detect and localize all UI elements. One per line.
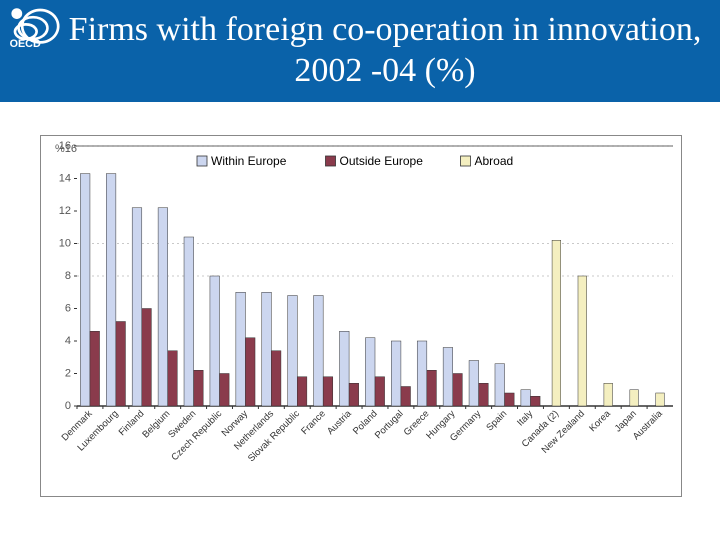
bar-outside-europe — [168, 351, 178, 406]
svg-text:10: 10 — [59, 237, 71, 249]
svg-text:%16: %16 — [55, 143, 77, 155]
bar-within-europe — [158, 208, 168, 406]
bar-within-europe — [391, 341, 401, 406]
bar-within-europe — [417, 341, 427, 406]
svg-text:Within Europe: Within Europe — [211, 154, 287, 168]
category-label: Spain — [484, 408, 509, 433]
bar-within-europe — [521, 390, 531, 406]
svg-text:Abroad: Abroad — [475, 154, 514, 168]
bar-outside-europe — [220, 374, 230, 407]
legend: Within Europe Outside Europe Abroad — [197, 154, 513, 168]
bar-outside-europe — [323, 377, 333, 406]
svg-text:6: 6 — [65, 302, 71, 314]
bar-within-europe — [469, 361, 479, 407]
bar-outside-europe — [142, 309, 152, 407]
bar-abroad — [578, 276, 587, 406]
slide-root: OECD Firms with foreign co-operation in … — [0, 0, 720, 540]
bar-outside-europe — [427, 370, 437, 406]
bar-outside-europe — [245, 338, 255, 406]
bar-within-europe — [339, 331, 349, 406]
bar-outside-europe — [297, 377, 307, 406]
bar-chart: 0246810121416%16Within EuropeOutside Eur… — [41, 136, 681, 496]
bar-outside-europe — [271, 351, 281, 406]
category-label: Austria — [325, 408, 354, 437]
bar-outside-europe — [453, 374, 463, 407]
bar-outside-europe — [530, 396, 540, 406]
svg-text:14: 14 — [59, 172, 71, 184]
category-label: Italy — [515, 408, 535, 428]
bar-outside-europe — [349, 383, 359, 406]
oecd-logo-text: OECD — [10, 38, 41, 50]
svg-text:0: 0 — [65, 400, 71, 412]
bar-within-europe — [210, 276, 220, 406]
category-label: Korea — [587, 408, 613, 434]
bar-abroad — [552, 240, 561, 406]
svg-text:2: 2 — [65, 367, 71, 379]
bar-within-europe — [236, 292, 246, 406]
bar-within-europe — [443, 348, 453, 407]
bar-within-europe — [365, 338, 375, 406]
category-label: Australia — [631, 408, 665, 442]
bar-within-europe — [262, 292, 272, 406]
bar-within-europe — [106, 174, 116, 406]
bar-outside-europe — [116, 322, 126, 407]
svg-text:8: 8 — [65, 270, 71, 282]
bar-outside-europe — [505, 393, 515, 406]
title-header: OECD Firms with foreign co-operation in … — [0, 0, 720, 102]
bar-within-europe — [288, 296, 298, 407]
bar-outside-europe — [194, 370, 204, 406]
svg-text:4: 4 — [65, 335, 71, 347]
bar-within-europe — [314, 296, 324, 407]
bar-outside-europe — [90, 331, 100, 406]
bar-outside-europe — [479, 383, 489, 406]
oecd-logo: OECD — [6, 6, 60, 50]
svg-text:Outside Europe: Outside Europe — [340, 154, 424, 168]
chart-container: 0246810121416%16Within EuropeOutside Eur… — [40, 135, 682, 497]
bar-within-europe — [80, 174, 90, 406]
bar-abroad — [630, 390, 639, 406]
category-label: Belgium — [140, 408, 172, 440]
svg-text:12: 12 — [59, 205, 71, 217]
bar-abroad — [604, 383, 613, 406]
slide-title: Firms with foreign co-operation in innov… — [0, 4, 720, 98]
bar-within-europe — [184, 237, 194, 406]
category-label: Portugal — [373, 408, 406, 441]
bar-outside-europe — [401, 387, 411, 407]
bar-outside-europe — [375, 377, 385, 406]
category-label: France — [299, 408, 328, 437]
bar-within-europe — [132, 208, 142, 406]
bar-within-europe — [495, 364, 505, 406]
bar-abroad — [656, 393, 665, 406]
